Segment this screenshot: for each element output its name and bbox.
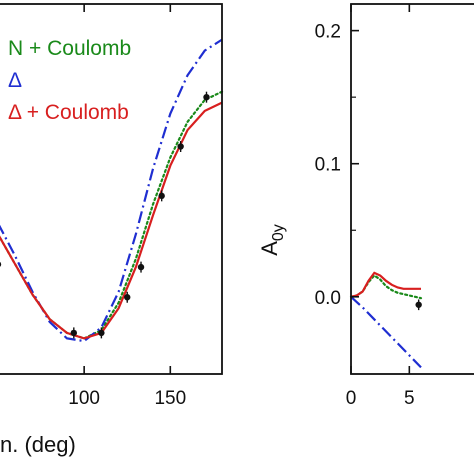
right-x-tick-label: 0 <box>346 388 357 409</box>
left-panel: 100 150 N + Coulomb Δ Δ + Coulomb n. (deg… <box>0 3 224 457</box>
legend-label-n-coulomb: N + Coulomb <box>8 37 131 60</box>
left-x-tick-label: 150 <box>154 388 186 409</box>
right-y-axis-title-main: A <box>257 241 282 256</box>
right-plot-frame <box>350 3 474 375</box>
left-data-point <box>203 93 210 101</box>
legend-label-delta-coulomb: Δ + Coulomb <box>8 101 129 124</box>
right-y-axis-title: A0y <box>257 224 287 256</box>
left-ticks: 100 150 <box>68 4 186 409</box>
right-series-n-coulomb-line <box>349 274 423 300</box>
right-data-points <box>415 299 422 311</box>
left-data-point <box>124 294 131 301</box>
left-curves <box>0 38 224 343</box>
right-series--line <box>350 295 422 369</box>
right-y-tick-label: 0.1 <box>315 155 341 176</box>
left-data-point <box>137 263 145 271</box>
left-series-coulomb-line <box>0 101 223 340</box>
legend-label-delta: Δ <box>8 69 22 92</box>
left-x-tick-label: 100 <box>68 388 100 409</box>
right-data-point <box>415 301 422 308</box>
left-data-point <box>70 329 78 337</box>
legend: N + Coulomb Δ Δ + Coulomb <box>8 37 131 124</box>
left-data-point <box>158 192 165 200</box>
left-x-axis-title: n. (deg) <box>0 432 76 457</box>
right-y-axis-title-sub: 0y <box>270 224 287 241</box>
left-data-point <box>177 143 184 150</box>
left-data-point <box>0 261 2 267</box>
right-ticks: 0 5 0.0 0.1 0.2 <box>315 4 415 409</box>
right-y-tick-label: 0.2 <box>315 22 341 43</box>
right-curves <box>349 271 423 369</box>
left-data-point <box>98 329 105 337</box>
right-y-tick-label: 0.0 <box>315 288 341 309</box>
right-x-tick-label: 5 <box>404 388 415 409</box>
right-panel: 0 5 0.0 0.1 0.2 A0y <box>257 3 474 409</box>
left-data-points <box>0 91 210 339</box>
left-plot-frame <box>0 3 223 375</box>
right-series-coulomb-line <box>350 271 421 298</box>
